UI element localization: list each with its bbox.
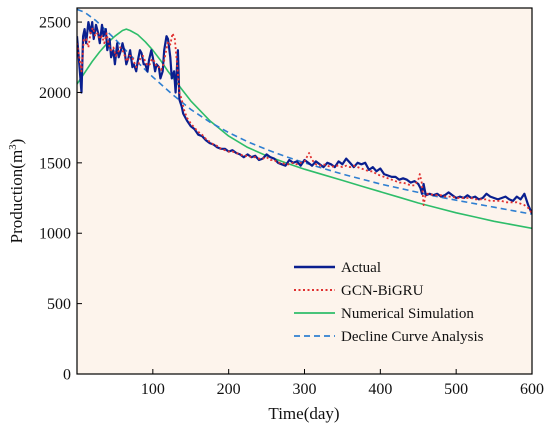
y-tick-label: 2000 <box>39 85 71 102</box>
x-tick-label: 200 <box>217 381 241 398</box>
x-axis-title: Time(day) <box>268 404 339 423</box>
x-tick-label: 400 <box>368 381 392 398</box>
y-tick-label: 0 <box>63 367 71 384</box>
y-axis-title: Production(m3) <box>7 139 26 244</box>
x-tick-label: 100 <box>141 381 165 398</box>
legend-label-decline-curve-analysis: Decline Curve Analysis <box>341 329 484 345</box>
legend-label-numerical-simulation: Numerical Simulation <box>341 306 474 322</box>
legend: Actual GCN-BiGRU Numerical Simulation De… <box>294 260 484 345</box>
x-tick-label: 300 <box>293 381 317 398</box>
y-tick-label: 2500 <box>39 15 71 32</box>
legend-item-actual: Actual <box>294 260 381 276</box>
series-layer <box>77 8 532 230</box>
legend-item-gcn-bigru: GCN-BiGRU <box>294 283 424 299</box>
y-tick-label: 500 <box>47 296 71 313</box>
legend-item-numerical-simulation: Numerical Simulation <box>294 306 474 322</box>
y-tick-label: 1000 <box>39 226 71 243</box>
ticks-layer: 100 200 300 400 500 600 0 500 1000 1500 2000 2500 <box>39 15 544 398</box>
series-gcn-bigru-line <box>77 26 532 215</box>
legend-label-actual: Actual <box>341 260 381 276</box>
x-tick-label: 600 <box>520 381 544 398</box>
legend-label-gcn-bigru: GCN-BiGRU <box>341 283 424 299</box>
series-actual-line <box>77 21 532 214</box>
y-tick-label: 1500 <box>39 155 71 172</box>
x-tick-label: 500 <box>444 381 468 398</box>
legend-item-decline-curve-analysis: Decline Curve Analysis <box>294 329 484 345</box>
